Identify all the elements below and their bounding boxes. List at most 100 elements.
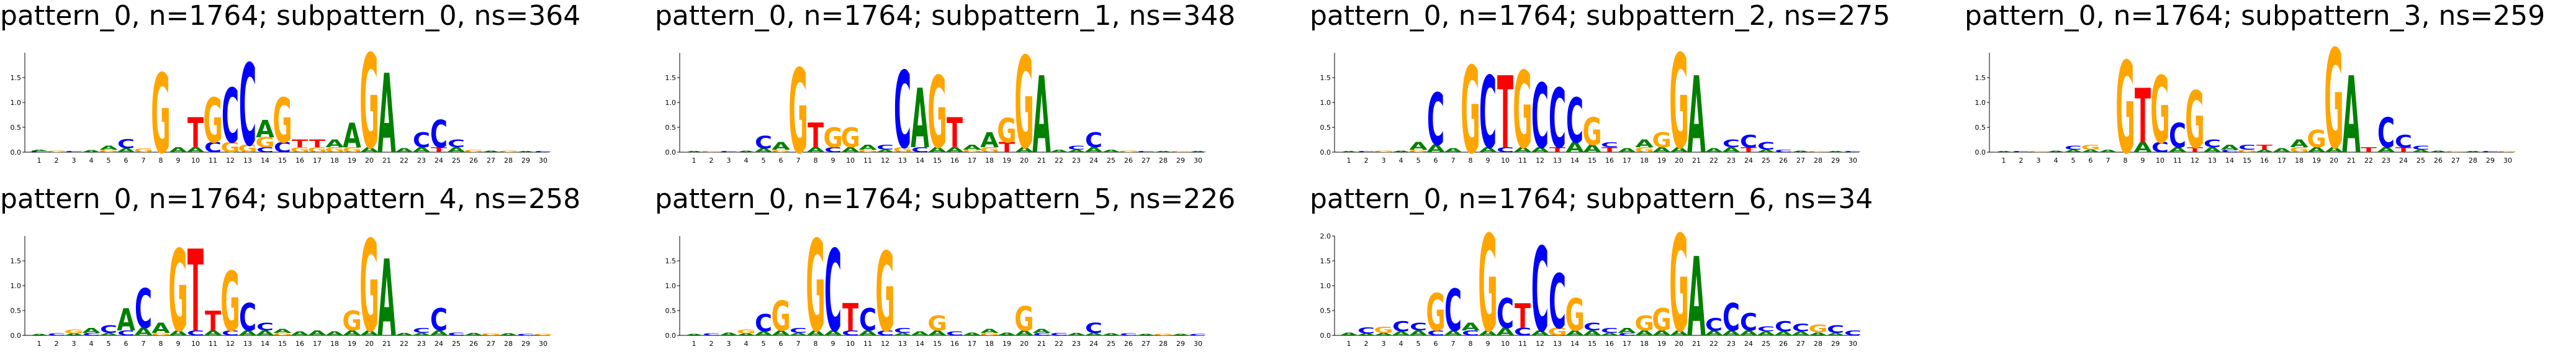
logo-letter: G	[1426, 284, 1445, 343]
logo-letter: A	[1635, 329, 1654, 337]
logo-letter: A	[1444, 329, 1462, 337]
x-tick-label: 13	[2208, 157, 2217, 165]
x-tick-label: 23	[2382, 157, 2390, 165]
x-tick-label: 18	[985, 157, 994, 165]
logo-letter: C	[1120, 333, 1137, 336]
x-tick-label: 24	[435, 157, 443, 165]
y-tick-label: 1.5	[1320, 74, 1331, 82]
x-tick-label: 10	[846, 340, 855, 348]
logo-letter: A	[343, 116, 361, 156]
logo-letter: C	[1531, 65, 1549, 169]
x-tick-label: 22	[400, 157, 408, 165]
logo-letter: A	[1392, 330, 1410, 337]
logo-letter: C	[703, 333, 720, 336]
y-tick-label: 1.5	[1975, 74, 1986, 82]
logo-letter: C	[430, 302, 448, 338]
logo-letter: A	[1084, 146, 1103, 154]
x-tick-label: 5	[762, 340, 766, 348]
x-tick-label: 2	[1364, 157, 1369, 165]
logo-letter: C	[2012, 151, 2030, 153]
logo-letter: A	[412, 146, 431, 154]
logo-letter: A	[1392, 150, 1410, 153]
x-tick-label: 28	[2469, 157, 2477, 165]
logo-letter: A	[1652, 329, 1671, 337]
logo-letter: C	[2151, 140, 2169, 155]
logo-letter: A	[169, 329, 187, 337]
x-tick-label: 19	[2312, 157, 2321, 165]
logo-letter: G	[1461, 42, 1480, 180]
logo-letter: T	[999, 140, 1016, 155]
logo-letter: A	[464, 332, 483, 336]
logo-letter: A	[980, 328, 999, 334]
x-tick-label: 11	[863, 157, 872, 165]
logo-letter: A	[772, 329, 790, 337]
logo-letter: A	[1774, 330, 1793, 337]
x-tick-label: 29	[1176, 157, 1185, 165]
logo-letter: C	[413, 129, 430, 152]
y-tick-label: 0.5	[11, 307, 22, 315]
x-tick-label: 15	[2243, 157, 2251, 165]
logo-letter: C	[1189, 334, 1207, 336]
y-tick-label: 0.0	[1975, 148, 1986, 157]
logo-letter: C	[2395, 131, 2412, 151]
x-tick-label: 27	[2451, 157, 2460, 165]
logo-letter: A	[117, 147, 135, 153]
logo-letter: T	[2187, 146, 2204, 154]
logo-letter: G	[980, 332, 999, 336]
x-tick-label: 1	[37, 340, 42, 348]
x-tick-label: 20	[1675, 340, 1683, 348]
logo-letter: A	[806, 146, 825, 154]
logo-letter: G	[168, 227, 187, 354]
y-tick-label: 0.5	[1320, 307, 1331, 315]
x-tick-label: 14	[916, 157, 924, 165]
logo-letter: A	[1032, 328, 1051, 334]
x-tick-label: 3	[1382, 340, 1386, 348]
logo-letter: C	[1392, 319, 1410, 335]
x-tick-label: 2	[709, 340, 714, 348]
x-tick-label: 30	[1194, 340, 1202, 348]
logo-letter: A	[1461, 321, 1480, 333]
logo-letter: A	[1189, 151, 1207, 153]
x-tick-label: 22	[1055, 157, 1063, 165]
x-tick-label: 27	[1142, 340, 1150, 348]
x-tick-label: 16	[950, 157, 959, 165]
logo-letter: G	[342, 146, 361, 154]
x-tick-label: 20	[365, 340, 374, 348]
logo-letter: A	[256, 116, 274, 143]
x-tick-label: 23	[1072, 340, 1081, 348]
logo-letter: A	[1757, 330, 1775, 337]
x-tick-label: 26	[469, 340, 478, 348]
logo-letter: C	[1358, 151, 1375, 153]
logo-letter: A	[2168, 146, 2187, 154]
x-tick-label: 12	[881, 157, 889, 165]
x-tick-label: 9	[1486, 157, 1490, 165]
logo-letter: A	[1137, 334, 1155, 336]
logo-letter: G	[2237, 149, 2256, 153]
y-tick-label: 1.5	[1320, 257, 1331, 265]
x-tick-label: 6	[124, 340, 128, 348]
logo-letter: C	[256, 321, 274, 333]
x-tick-label: 14	[1570, 157, 1579, 165]
logo-letter: A	[737, 333, 755, 336]
logo-letter: A	[82, 150, 101, 153]
logo-letter: C	[2238, 143, 2256, 152]
x-tick-label: 2	[55, 157, 59, 165]
logo-letter: C	[755, 132, 772, 152]
logo-panel: pattern_0, n=1764; subpattern_4, ns=258 0…	[0, 183, 596, 354]
logo-letter: A	[1479, 146, 1497, 154]
logo-letter: C	[1068, 145, 1085, 151]
logo-letter: A	[395, 332, 413, 336]
x-tick-label: 4	[1399, 340, 1403, 348]
logo-letter: A	[134, 326, 153, 338]
logo-letter: G	[2307, 125, 2326, 153]
x-tick-label: 22	[1709, 157, 1718, 165]
x-tick-label: 28	[1159, 340, 1168, 348]
x-tick-label: 29	[1176, 340, 1185, 348]
x-tick-label: 17	[313, 340, 322, 348]
logo-letter: G	[272, 332, 292, 336]
logo-letter: C	[946, 330, 963, 337]
x-tick-label: 22	[1055, 340, 1063, 348]
x-tick-label: 20	[365, 157, 374, 165]
logo-panel: pattern_0, n=1764; subpattern_5, ns=226 0…	[655, 183, 1251, 354]
logo-letter: A	[1687, 234, 1706, 354]
